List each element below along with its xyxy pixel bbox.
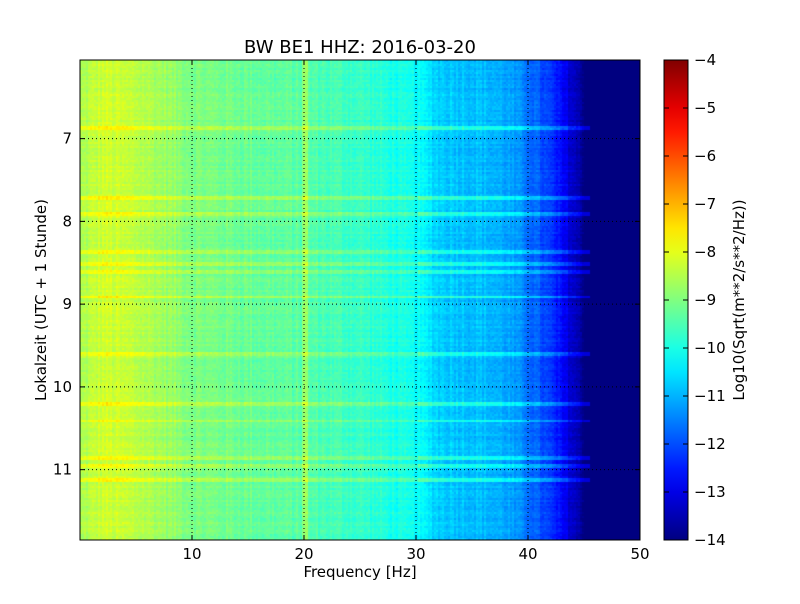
colorbar-tick-label: −7 <box>694 195 716 213</box>
y-tick-label: 7 <box>62 130 72 148</box>
colorbar-tick-label: −6 <box>694 147 716 165</box>
y-tick-label: 10 <box>53 378 72 396</box>
y-tick-label: 8 <box>62 212 72 230</box>
colorbar-tick-label: −10 <box>694 339 726 357</box>
colorbar-tick-label: −9 <box>694 291 716 309</box>
x-tick-label: 20 <box>294 545 313 563</box>
x-tick-label: 40 <box>518 545 537 563</box>
colorbar-tick-label: −12 <box>694 435 726 453</box>
x-tick-label: 10 <box>182 545 201 563</box>
colorbar: −4 −5 −6 −7 −8 −9 −10 −11 −12 −13 −14 <box>663 51 726 549</box>
plot-frame <box>79 59 641 541</box>
colorbar-label: Log10(Sqrt(m**2/s**2/Hz)) <box>730 199 748 400</box>
y-tick-label: 9 <box>62 295 72 313</box>
colorbar-tick-label: −4 <box>694 51 716 69</box>
x-tick-label: 50 <box>630 545 649 563</box>
colorbar-tick-label: −5 <box>694 99 716 117</box>
x-tick-label: 30 <box>406 545 425 563</box>
spectrogram-image <box>80 60 640 540</box>
chart-title: BW BE1 HHZ: 2016-03-20 <box>244 37 476 58</box>
axes: 10 20 30 40 50 7 8 9 10 11 <box>53 59 650 563</box>
y-axis-label: Lokalzeit (UTC + 1 Stunde) <box>32 199 50 401</box>
y-tick-label: 11 <box>53 461 72 479</box>
grid-lines <box>80 60 640 540</box>
colorbar-tick-label: −13 <box>694 483 726 501</box>
plot-area <box>80 60 640 540</box>
colorbar-tick-label: −14 <box>694 531 726 549</box>
x-axis-label: Frequency [Hz] <box>303 563 416 581</box>
colorbar-tick-label: −8 <box>694 243 716 261</box>
colorbar-tick-label: −11 <box>694 387 726 405</box>
